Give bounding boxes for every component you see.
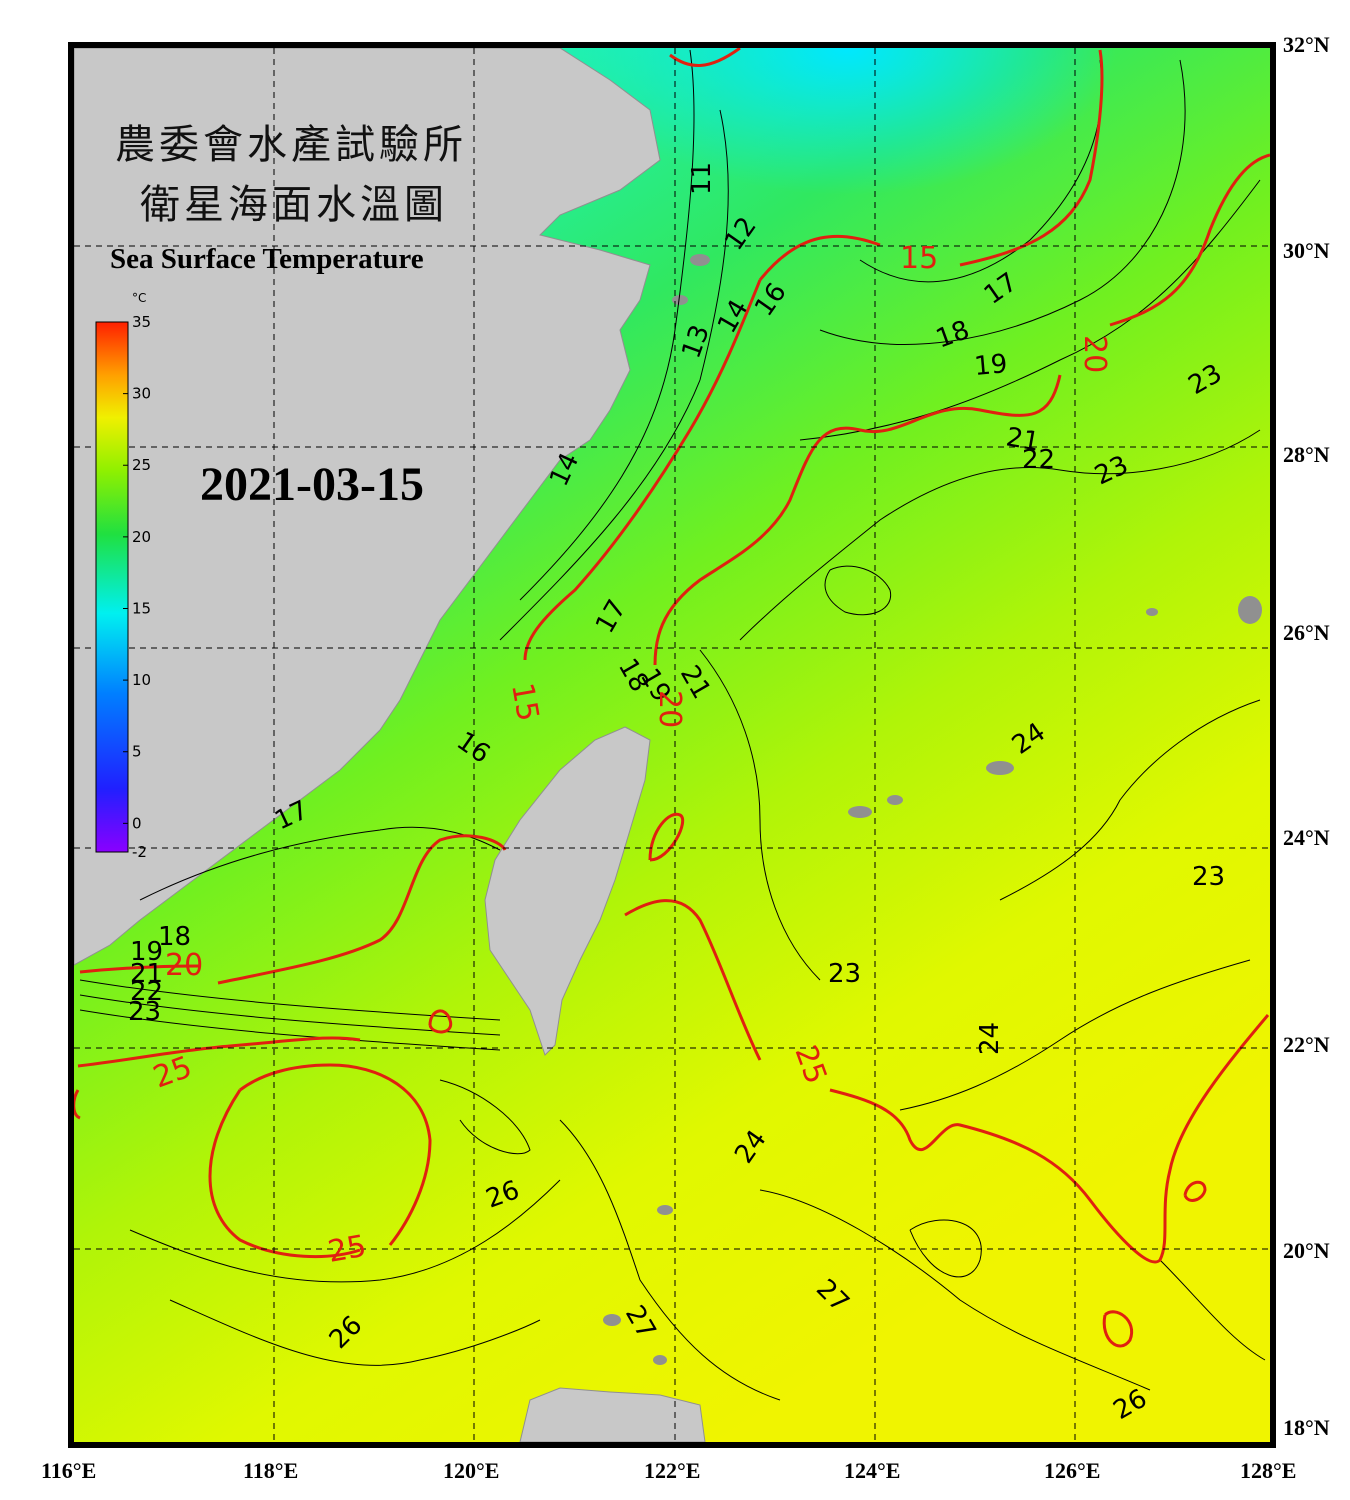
graticule — [74, 48, 1270, 1442]
lat-label: 20°N — [1283, 1238, 1330, 1263]
luzon-island — [519, 1387, 706, 1442]
lon-label: 128°E — [1240, 1458, 1296, 1483]
map-area: 11 12 13 14 16 14 17 18 19 21 22 23 23 1… — [74, 48, 1270, 1442]
colorbar-tick-label: 20 — [132, 528, 151, 546]
contour-label: 24 — [975, 1022, 1005, 1055]
map-frame — [68, 42, 1276, 1448]
lon-label: 118°E — [243, 1458, 298, 1483]
lon-label: 116°E — [41, 1458, 96, 1483]
colorbar-ticks: 35 30 25 20 15 10 5 0 -2 — [123, 313, 151, 861]
colorbar: °C 35 30 25 20 15 10 5 0 -2 — [95, 291, 151, 861]
small-islands — [603, 254, 1262, 1365]
mainland-china — [74, 48, 661, 966]
contour-label-red: 20 — [165, 948, 203, 983]
lat-label: 28°N — [1283, 442, 1330, 467]
map-date: 2021-03-15 — [200, 458, 424, 511]
title-english: Sea Surface Temperature — [110, 243, 424, 275]
contour-label: 23 — [128, 997, 161, 1027]
contour-label: 19 — [130, 937, 163, 967]
contour-label: 21 — [130, 959, 163, 989]
lat-label: 32°N — [1283, 32, 1330, 57]
contour-label: 19 — [973, 349, 1009, 382]
contour-label: 21 — [1004, 422, 1042, 457]
contour-label-red: 15 — [900, 241, 938, 276]
taiwan-island — [484, 726, 651, 1056]
contour-label: 23 — [828, 959, 861, 989]
lat-label: 22°N — [1283, 1032, 1330, 1057]
colorbar-tick-label: -2 — [132, 843, 147, 861]
lat-label: 26°N — [1283, 620, 1330, 645]
lon-label: 122°E — [644, 1458, 700, 1483]
colorbar-tick-label: 5 — [132, 743, 142, 761]
lon-label: 126°E — [1044, 1458, 1100, 1483]
contour-label: 23 — [1192, 862, 1225, 892]
lat-label: 24°N — [1283, 825, 1330, 850]
contour-label: 11 — [687, 162, 717, 195]
contour-labels-red: 15 20 15 20 20 25 25 25 — [149, 241, 1112, 1270]
colorbar-tick-label: 10 — [132, 671, 151, 689]
title-chinese-line2: 衛星海面水溫圖 — [140, 182, 448, 228]
major-isotherms — [74, 48, 1270, 1348]
contour-label-red: 25 — [325, 1229, 369, 1270]
contour-label-red: 20 — [652, 690, 687, 728]
colorbar-gradient — [95, 321, 129, 853]
lat-label: 18°N — [1283, 1415, 1330, 1440]
contour-label-red: 20 — [1077, 335, 1112, 373]
minor-isotherms — [79, 49, 1266, 1401]
contour-label-red: 15 — [504, 680, 545, 724]
colorbar-unit: °C — [132, 291, 146, 305]
lon-label: 124°E — [844, 1458, 900, 1483]
contour-label: 18 — [158, 922, 191, 952]
colorbar-tick-label: 30 — [132, 385, 151, 403]
lon-label: 120°E — [443, 1458, 499, 1483]
contour-label: 22 — [130, 977, 163, 1007]
colorbar-tick-label: 25 — [132, 456, 151, 474]
colorbar-tick-label: 35 — [132, 313, 151, 331]
title-chinese-line1: 農委會水產試驗所 — [115, 122, 467, 168]
longitude-labels: 116°E 118°E 120°E 122°E 124°E 126°E 128°… — [41, 1458, 1296, 1483]
colorbar-tick-label: 15 — [132, 599, 151, 617]
lat-label: 30°N — [1283, 238, 1330, 263]
title-block: 農委會水產試驗所 衛星海面水溫圖 Sea Surface Temperature… — [110, 122, 467, 511]
latitude-labels: 32°N 30°N 28°N 26°N 24°N 22°N 20°N 18°N — [1283, 32, 1330, 1440]
colorbar-tick-label: 0 — [132, 814, 142, 832]
contour-label: 22 — [1022, 445, 1055, 475]
